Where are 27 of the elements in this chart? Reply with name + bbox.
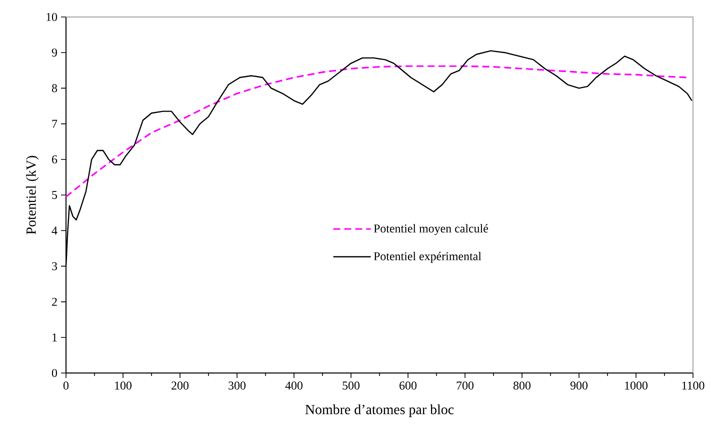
x-tick-label: 700 xyxy=(456,382,474,390)
x-tick-label: 1000 xyxy=(625,382,648,390)
y-tick-label: 9 xyxy=(52,48,57,57)
x-tick-label: 500 xyxy=(342,382,360,390)
x-tick-label: 900 xyxy=(570,382,588,390)
y-tick-label: 10 xyxy=(46,12,58,22)
legend-label: Potentiel expérimental xyxy=(374,252,482,263)
y-tick-label: 0 xyxy=(52,368,58,378)
y-tick-label: 6 xyxy=(52,155,58,164)
x-tick-label: 100 xyxy=(115,382,132,390)
x-tick-label: 1100 xyxy=(682,382,704,390)
x-axis-title: Nombre d’atomes par bloc xyxy=(305,404,454,418)
x-tick-label: 200 xyxy=(172,382,189,390)
x-tick-label: 0 xyxy=(63,382,69,390)
x-tick-label: 300 xyxy=(228,382,246,390)
y-tick-label: 4 xyxy=(52,226,58,235)
x-tick-label: 600 xyxy=(400,382,417,390)
y-axis-title: Potentiel (kV) xyxy=(26,156,39,234)
x-tick-label: 400 xyxy=(285,382,303,390)
y-tick-label: 7 xyxy=(52,120,58,128)
y-tick-label: 1 xyxy=(52,333,57,342)
y-tick-label: 5 xyxy=(52,191,58,199)
y-tick-label: 8 xyxy=(52,84,58,92)
y-tick-label: 3 xyxy=(52,262,58,270)
legend-label: Potentiel moyen calculé xyxy=(374,224,488,235)
y-tick-label: 2 xyxy=(52,298,57,306)
x-tick-label: 800 xyxy=(513,382,531,390)
